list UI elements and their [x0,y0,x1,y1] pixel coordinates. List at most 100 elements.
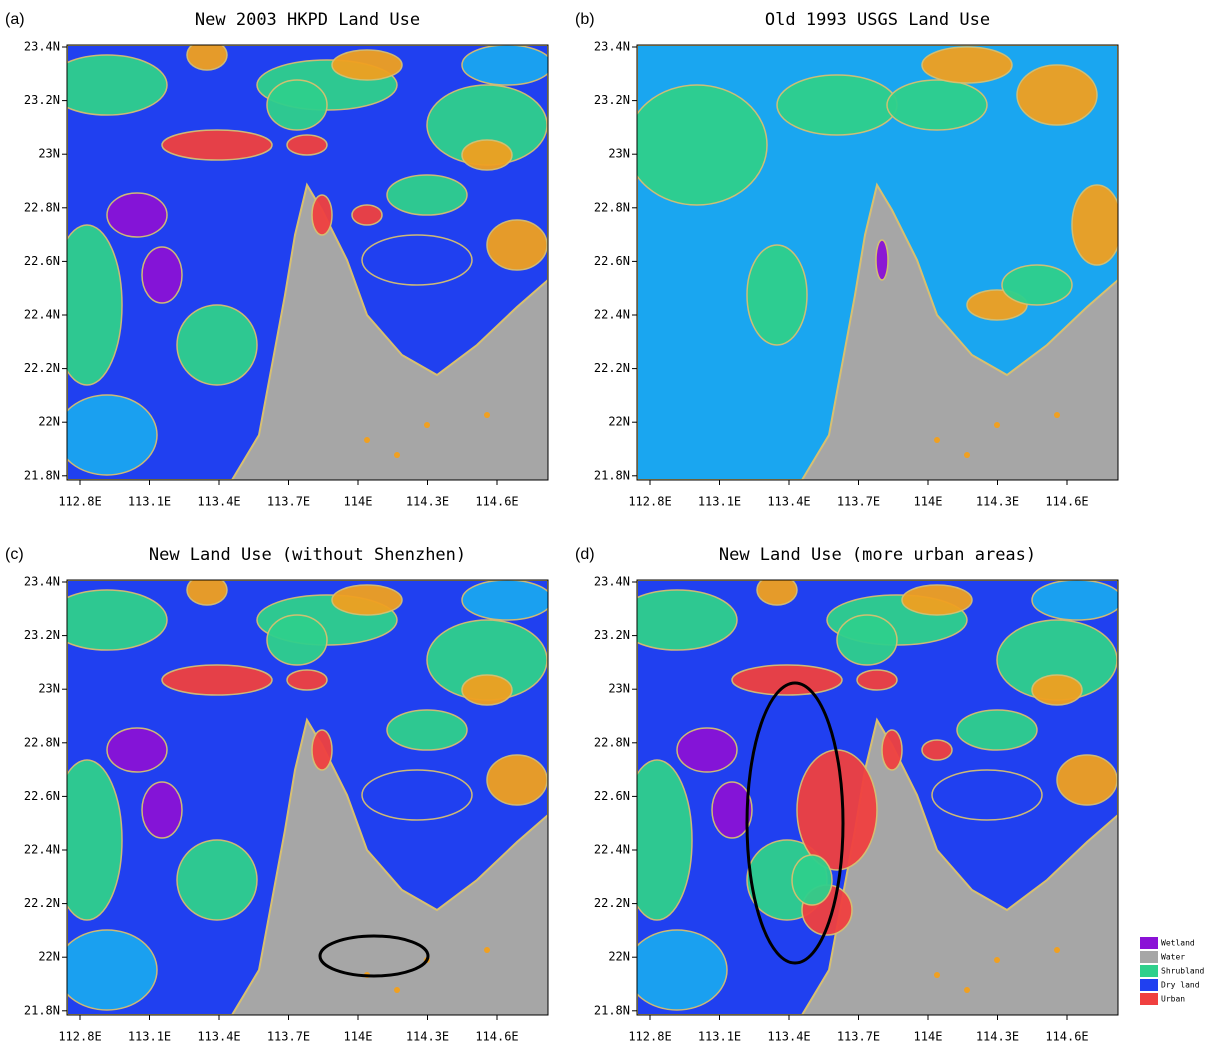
land-patch [1031,580,1118,621]
lat-tick-label: 22.8N [594,735,630,749]
land-patch [386,709,468,751]
land-patch [106,727,168,773]
lat-tick-label: 23.2N [594,628,630,642]
map-panel: (c) New Land Use (without Shenzhen) 23.4N 2… [5,545,549,1044]
land-patch [161,664,273,696]
legend-label: Dry land [1161,981,1200,990]
land-patch [266,614,328,666]
land-patch [711,781,753,839]
lat-tick-label: 22.8N [594,200,630,214]
land-patch [286,669,328,691]
island [994,957,1000,963]
land-patch [921,739,953,761]
lat-tick-label: 22.4N [24,308,60,322]
legend-swatch [1140,993,1158,1005]
lat-tick-label: 22N [608,415,630,429]
lat-tick-label: 23.4N [24,40,60,54]
land-patch [931,769,1043,821]
lat-tick-label: 22N [38,950,60,964]
island [394,452,400,458]
lat-tick-label: 22.6N [24,254,60,268]
map-area [67,45,548,480]
legend-label: Water [1161,953,1185,962]
lat-tick-label: 22.2N [594,361,630,375]
land-patch [1071,184,1118,266]
highlight-ellipse [745,681,845,965]
lon-tick-label: 114.6E [475,1030,518,1044]
lat-tick-label: 23.4N [594,40,630,54]
land-patch [176,304,258,386]
island [964,987,970,993]
land-patch [486,219,548,271]
land-patch [856,669,898,691]
land-patch [756,580,798,606]
land-patch [286,134,328,156]
land-patch [266,79,328,131]
lat-tick-label: 22.2N [24,896,60,910]
lon-tick-label: 113.7E [267,495,310,509]
lon-tick-label: 113.4E [767,495,810,509]
lat-tick-label: 23.4N [594,575,630,589]
lon-tick-label: 113.1E [698,1030,741,1044]
land-patch [461,674,513,706]
land-patch [901,584,973,616]
land-patch [886,79,988,131]
land-patch [921,46,1013,84]
lon-tick-label: 114.6E [1045,1030,1088,1044]
land-patch [486,754,548,806]
land-patch [461,580,548,621]
lat-tick-label: 23.2N [594,93,630,107]
panel-label: (a) [5,11,25,28]
panel-label: (c) [5,546,24,563]
island [934,972,940,978]
land-patch [676,727,738,773]
land-patch [1031,674,1083,706]
map-area [637,45,1118,480]
highlight-ellipse [318,934,430,978]
panel-title: New Land Use (more urban areas) [719,545,1036,565]
map-area [637,580,1118,1015]
land-patch [141,246,183,304]
lon-tick-label: 112.8E [628,1030,671,1044]
land-patch [731,664,843,696]
legend-swatch [1140,937,1158,949]
legend-label: Urban [1161,995,1185,1004]
lon-tick-label: 113.1E [698,495,741,509]
lon-tick-label: 114.3E [406,1030,449,1044]
lat-tick-label: 23.4N [24,575,60,589]
frame [66,579,549,1016]
panel-label: (b) [575,11,595,28]
lon-tick-label: 112.8E [628,495,671,509]
lat-tick-label: 22.8N [24,735,60,749]
lat-tick-label: 21.8N [594,1003,630,1017]
legend-swatch [1140,951,1158,963]
land-patch [386,174,468,216]
frame [66,44,549,481]
island [1054,947,1060,953]
island [964,452,970,458]
lat-tick-label: 22.2N [24,361,60,375]
island [994,422,1000,428]
island [364,437,370,443]
island [394,987,400,993]
island [424,422,430,428]
land-patch [361,234,473,286]
legend-swatch [1140,979,1158,991]
land-patch [67,224,123,386]
lat-tick-label: 22.8N [24,200,60,214]
lon-tick-label: 112.8E [58,1030,101,1044]
land-patch [637,84,768,206]
land-patch [67,929,158,1011]
lat-tick-label: 22.4N [594,308,630,322]
panel-title: Old 1993 USGS Land Use [765,10,990,30]
lon-tick-label: 114.6E [475,495,518,509]
land-patch [67,589,168,651]
lat-tick-label: 23.2N [24,628,60,642]
land-patch [956,709,1038,751]
lat-tick-label: 23N [608,147,630,161]
lat-tick-label: 22.2N [594,896,630,910]
land-patch [746,244,808,346]
lon-tick-label: 113.7E [837,495,880,509]
land-patch [67,394,158,476]
land-patch [161,129,273,161]
